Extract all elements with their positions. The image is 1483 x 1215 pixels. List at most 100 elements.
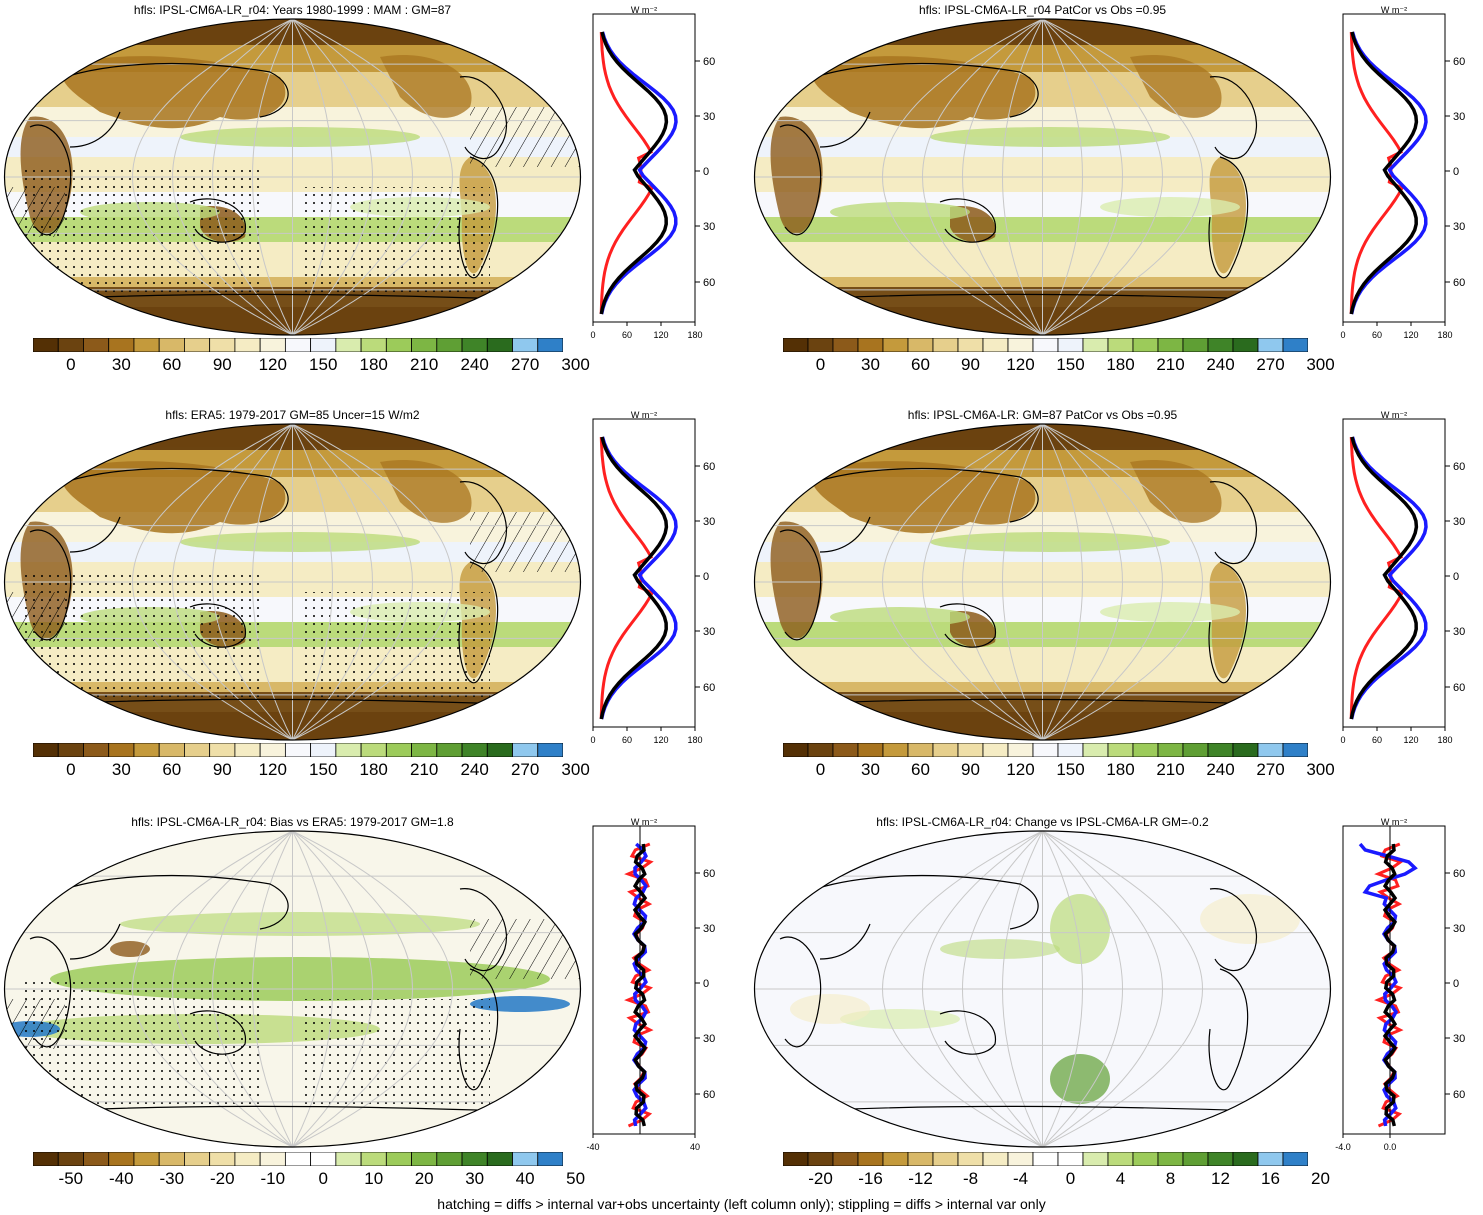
colorbar-tick-label: 30 <box>861 760 880 779</box>
profile-x-tick: 180 <box>687 330 702 340</box>
colorbar-tick-label: 60 <box>162 355 182 374</box>
colorbar-swatch <box>1257 743 1284 757</box>
colorbar-swatch <box>1082 338 1109 352</box>
colorbar <box>33 1152 563 1166</box>
colorbar-swatch <box>907 743 934 757</box>
colorbar-swatch <box>486 338 513 352</box>
colorbar-tick-label: 180 <box>1106 760 1135 779</box>
profile-x-tick: -40 <box>586 1142 599 1152</box>
colorbar-swatch <box>1282 743 1308 757</box>
colorbar-swatch <box>1132 338 1159 352</box>
profile-x-tick: 60 <box>1372 735 1382 745</box>
colorbar-swatch <box>436 1152 463 1166</box>
colorbar-swatch <box>209 338 236 352</box>
colorbar-tick-label: 0 <box>66 760 76 779</box>
lat-tick-label: 0 <box>1453 166 1459 178</box>
colorbar-swatch <box>461 1152 488 1166</box>
lat-tick-label: 30N <box>703 923 715 935</box>
colorbar-swatch <box>335 1152 362 1166</box>
colorbar-swatch <box>158 1152 185 1166</box>
colorbar-swatch <box>436 338 463 352</box>
colorbar-swatch <box>932 338 959 352</box>
lat-tick-label: 60N <box>1453 868 1465 880</box>
profile-x-tick: 120 <box>1403 735 1418 745</box>
colorbar-tick-label: 50 <box>566 1169 586 1188</box>
colorbar-swatch <box>486 1152 513 1166</box>
colorbar-swatch <box>1257 1152 1284 1166</box>
colorbar <box>33 338 563 352</box>
colorbar-swatch <box>1232 1152 1259 1166</box>
colorbar-swatch <box>83 338 110 352</box>
zonal-profile: W m⁻² 60N 30N 0 30S 60S -40 40 <box>586 817 715 1152</box>
colorbar-swatch <box>259 338 286 352</box>
panel-title: hfls: IPSL-CM6A-LR_r04: Bias vs ERA5: 19… <box>131 815 454 829</box>
colorbar-swatch <box>1157 1152 1184 1166</box>
profile-x-tick: 120 <box>1403 330 1418 340</box>
profile-x-tick: 0 <box>1340 735 1345 745</box>
colorbar-swatch <box>957 338 984 352</box>
colorbar <box>783 1152 1308 1166</box>
profile-line <box>1349 31 1419 315</box>
lat-tick-label: 0 <box>703 571 709 583</box>
profile-x-tick: 0 <box>590 330 595 340</box>
colorbar-swatch <box>957 1152 984 1166</box>
colorbar-tick-label: 12 <box>1211 1169 1230 1188</box>
colorbar-swatch <box>982 338 1009 352</box>
profile-unit: W m⁻² <box>631 5 657 15</box>
colorbar-swatch <box>158 743 185 757</box>
lat-tick-label: 30N <box>1453 111 1465 123</box>
colorbar-tick-label: -10 <box>260 1169 286 1188</box>
profile-x-tick: -4.0 <box>1335 1142 1351 1152</box>
lat-tick-label: 30S <box>703 626 715 638</box>
colorbar-swatch <box>133 338 160 352</box>
lat-tick-label: 30S <box>1453 626 1465 638</box>
lat-tick-label: 0 <box>1453 978 1459 990</box>
profile-line <box>1349 31 1428 315</box>
colorbar-tick-label: 270 <box>1256 760 1285 779</box>
lat-tick-label: 60S <box>703 277 715 289</box>
colorbar-tick-label: 0 <box>815 355 826 374</box>
colorbar-swatch <box>1032 743 1059 757</box>
colorbar-swatch <box>310 1152 337 1166</box>
colorbar-tick-label: -4 <box>1012 1169 1029 1188</box>
colorbar-swatch <box>1207 1152 1234 1166</box>
colorbar-tick-label: -12 <box>908 1169 933 1188</box>
lat-tick-label: 60N <box>703 461 715 473</box>
colorbar-swatch <box>234 743 261 757</box>
profile-x-tick: 120 <box>653 330 668 340</box>
profile-x-tick: 180 <box>1437 735 1452 745</box>
profile-x-tick: 40 <box>690 1142 700 1152</box>
colorbar-swatch <box>857 743 884 757</box>
colorbar-tick-label: 120 <box>1006 760 1035 779</box>
panel-model-mam: hfls: IPSL-CM6A-LR_r04: Years 1980-1999 … <box>0 0 720 400</box>
colorbar-tick-label: 270 <box>510 355 540 374</box>
profile-x-tick: 60 <box>1372 330 1382 340</box>
profile-x-tick: 120 <box>653 735 668 745</box>
colorbar-swatch <box>411 743 438 757</box>
colorbar-tick-label: 150 <box>1056 355 1085 374</box>
profile-x-tick: 0 <box>590 735 595 745</box>
colorbar-swatch <box>284 1152 312 1166</box>
colorbar-tick-label: 20 <box>1311 1169 1330 1188</box>
lat-tick-label: 30N <box>1453 516 1465 528</box>
colorbar-swatch <box>832 1152 859 1166</box>
colorbar-swatch <box>108 1152 135 1166</box>
colorbar-tick-label: 0 <box>815 760 826 779</box>
colorbar-tick-label: 300 <box>1306 760 1335 779</box>
colorbar-swatch <box>234 338 261 352</box>
colorbar-swatch <box>1057 743 1084 757</box>
colorbar-swatch <box>411 1152 438 1166</box>
colorbar-labels: 0 30 60 90 120 150 180 210 240 270 300 <box>33 760 590 780</box>
colorbar-tick-label: 210 <box>410 760 439 779</box>
colorbar-swatch <box>1107 338 1134 352</box>
colorbar-tick-label: 300 <box>561 760 590 779</box>
colorbar-swatch <box>1032 1152 1059 1166</box>
panel-bias: hfls: IPSL-CM6A-LR_r04: Bias vs ERA5: 19… <box>0 812 720 1192</box>
colorbar-swatch <box>1107 1152 1134 1166</box>
footer-note: hatching = diffs > internal var+obs unce… <box>437 1196 1046 1212</box>
colorbar-swatch <box>1182 338 1209 352</box>
colorbar-swatch <box>957 743 984 757</box>
colorbar-swatch <box>1157 743 1184 757</box>
colorbar-swatch <box>1257 338 1284 352</box>
colorbar-swatch <box>807 743 834 757</box>
